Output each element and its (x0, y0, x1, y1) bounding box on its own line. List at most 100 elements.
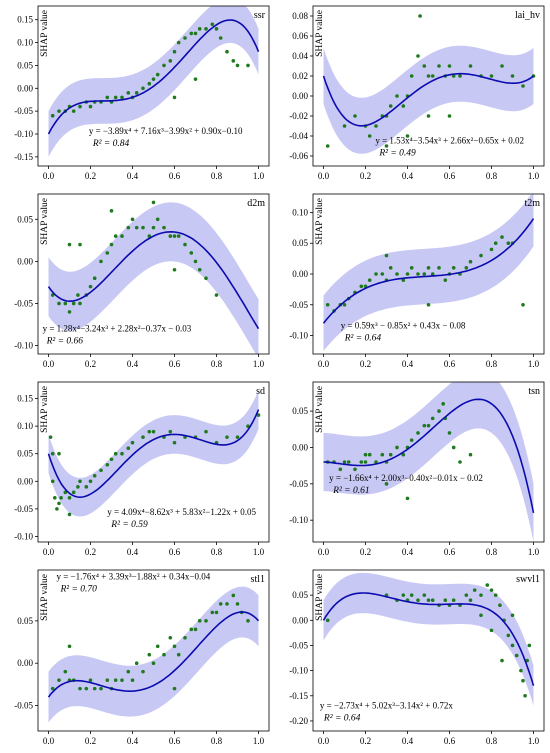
data-point (57, 501, 61, 506)
data-point (346, 460, 351, 464)
data-point (151, 200, 156, 205)
data-point (416, 54, 420, 58)
chart-t2m: 0.0 0.2 0.4 0.6 0.8 1.0 -0.10 -0.05 0.00 0.05 0.10… (289, 193, 545, 369)
y-axis-label: SHAP value (40, 386, 50, 433)
data-point (204, 27, 208, 31)
data-point (374, 124, 378, 128)
data-point (99, 468, 103, 473)
data-point (451, 445, 456, 450)
data-point (189, 251, 194, 255)
data-point (510, 643, 515, 648)
data-point (521, 302, 525, 307)
data-point (147, 429, 152, 434)
y-tick-label: 0.05 (17, 60, 33, 70)
r-squared: R² = 0.64 (323, 713, 361, 723)
x-tick-label: 0.0 (318, 359, 330, 369)
x-tick-label: 0.0 (318, 736, 330, 746)
data-point (422, 423, 427, 428)
x-tick-label: 0.2 (85, 171, 96, 181)
x-tick-label: 0.6 (169, 171, 181, 181)
chart-tsn: 0.0 0.2 0.4 0.6 0.8 1.0 -0.10 -0.05 0.00 0.05 SHAP… (289, 381, 545, 557)
data-point (447, 64, 452, 68)
y-tick-label: 0.00 (17, 83, 33, 93)
data-point (437, 64, 441, 68)
data-point (416, 598, 420, 602)
data-point (468, 598, 473, 602)
plot-frame (37, 193, 270, 355)
y-tick-label: 0.00 (17, 658, 33, 668)
data-point (88, 284, 93, 289)
data-point (141, 669, 145, 674)
data-point (57, 451, 61, 456)
data-point (225, 602, 229, 606)
data-point (99, 686, 103, 691)
data-point (113, 451, 118, 456)
data-point (246, 619, 250, 623)
data-point (120, 234, 124, 238)
x-tick-label: 0.8 (486, 736, 498, 746)
data-point (210, 610, 215, 615)
y-tick-label: 0.04 (292, 51, 308, 61)
data-point (92, 686, 97, 691)
x-tick-label: 0.0 (43, 359, 55, 369)
y-tick-label: 0.05 (292, 590, 308, 600)
r-squared: R² = 0.84 (92, 139, 130, 149)
fit-curve (47, 409, 260, 499)
y-axis-label: SHAP value (40, 198, 50, 245)
data-point (88, 104, 93, 109)
x-tick-label: 0.0 (43, 736, 55, 746)
data-point (231, 593, 236, 598)
data-point (92, 276, 97, 281)
data-point (55, 507, 59, 511)
plot-frame (37, 569, 270, 732)
data-point (172, 686, 177, 691)
data-point (105, 251, 110, 255)
data-point (489, 588, 494, 592)
data-point (468, 452, 473, 457)
data-point (409, 266, 414, 270)
data-point (441, 402, 445, 406)
data-point (498, 603, 502, 608)
panel-title: lai_hv (515, 10, 540, 21)
fit-equation: y = −1.66x⁴ + 2.00x³−0.40x²−0.01x − 0.02 (329, 473, 483, 483)
data-point (151, 77, 156, 81)
data-point (162, 63, 166, 68)
data-point (141, 225, 145, 230)
data-point (193, 31, 198, 36)
data-point (363, 452, 368, 457)
y-tick-label: 0.00 (292, 269, 308, 279)
data-point (176, 652, 181, 657)
y-axis-label: SHAP value (315, 10, 325, 57)
data-point (437, 266, 441, 270)
data-point (447, 114, 452, 118)
data-point (193, 259, 198, 264)
chart-lai-hv: 0.0 0.2 0.4 0.6 0.8 1.0 -0.06 -0.04 -0.02 0.00 0.0… (289, 5, 545, 181)
data-point (479, 253, 483, 258)
x-tick-label: 0.2 (85, 736, 96, 746)
x-tick-label: 0.6 (444, 547, 456, 557)
y-tick-label: 0.00 (17, 476, 33, 486)
y-tick-label: 0.10 (17, 38, 33, 48)
data-point (430, 598, 435, 602)
data-point (388, 104, 393, 108)
data-point (437, 409, 441, 413)
data-point (84, 686, 89, 691)
chart-sd: 0.0 0.2 0.4 0.6 0.8 1.0 -0.10 -0.05 0.00 0.05 0.10… (14, 381, 270, 557)
data-point (168, 635, 173, 640)
plot-frame (312, 5, 545, 167)
data-point (422, 272, 427, 276)
data-point (172, 234, 177, 238)
y-tick-label: 0.05 (17, 616, 33, 626)
x-tick-label: 0.4 (402, 171, 414, 181)
fit-equation: y = 1.53x⁴−3.54x³ + 2.66x²−0.65x + 0.02 (375, 136, 524, 146)
x-tick-label: 0.0 (318, 171, 330, 181)
data-point (510, 74, 515, 78)
data-point (409, 74, 414, 78)
data-point (193, 627, 198, 632)
data-point (380, 452, 385, 457)
panel-title: t2m (524, 198, 540, 209)
y-tick-label: 0.02 (292, 71, 308, 81)
data-point (50, 479, 55, 484)
data-point (342, 124, 347, 128)
data-point (384, 253, 389, 258)
